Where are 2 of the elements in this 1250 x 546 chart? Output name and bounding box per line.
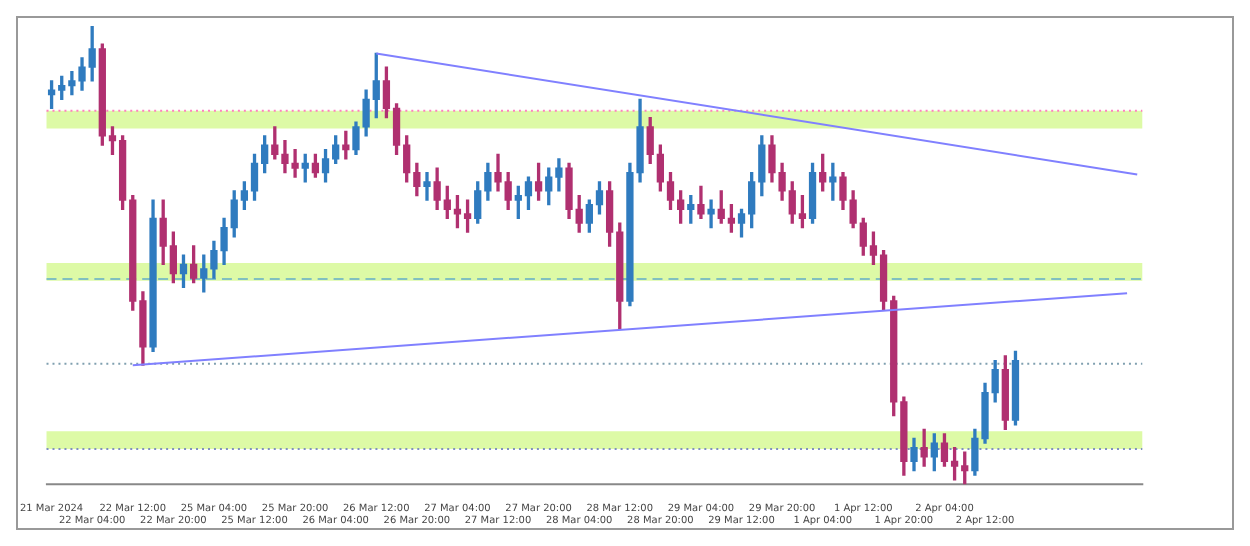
candlestick (423, 171, 431, 201)
candlestick (707, 199, 715, 229)
